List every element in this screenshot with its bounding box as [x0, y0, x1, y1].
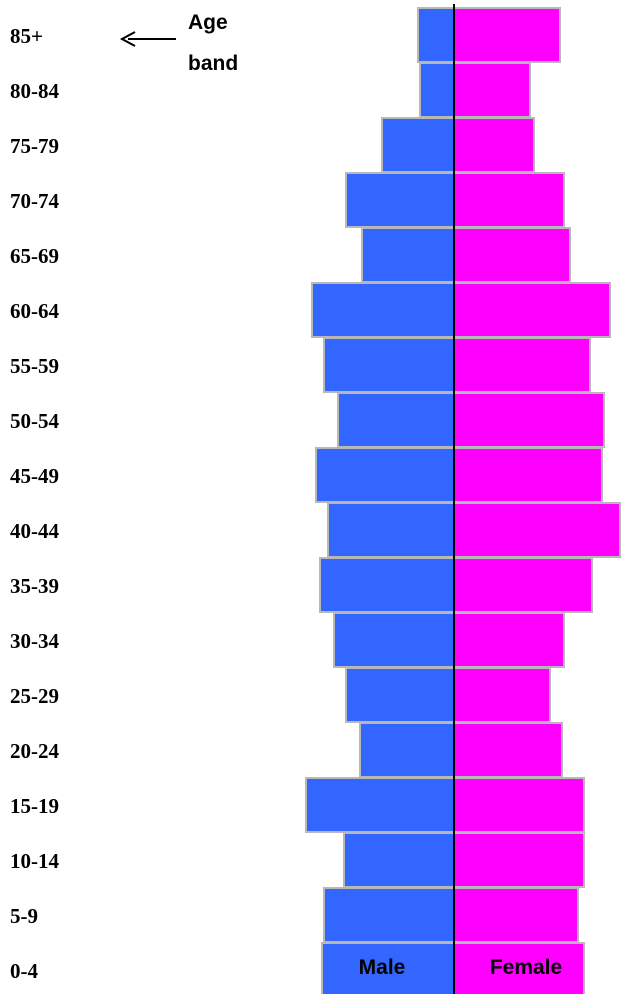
- age-band-label: 25-29: [10, 684, 59, 708]
- age-band-label: 70-74: [10, 189, 59, 213]
- age-band-label: 35-39: [10, 574, 59, 598]
- male-bar: [343, 832, 455, 888]
- annotation-line-1: Age: [188, 11, 228, 34]
- age-band-label: 0-4: [10, 959, 38, 983]
- female-bar: [453, 392, 605, 448]
- female-legend-label: Female: [490, 956, 562, 979]
- age-band-label: 10-14: [10, 849, 59, 873]
- male-bar: [361, 227, 455, 283]
- male-bar: [327, 502, 455, 558]
- female-bar: [453, 667, 551, 723]
- female-bar: [453, 172, 565, 228]
- female-bar: [453, 227, 571, 283]
- female-bar: [453, 337, 591, 393]
- age-band-label: 60-64: [10, 299, 59, 323]
- age-band-label: 40-44: [10, 519, 59, 543]
- age-band-label: 30-34: [10, 629, 59, 653]
- age-band-label: 65-69: [10, 244, 59, 268]
- female-bars: [453, 7, 621, 994]
- female-bar: [453, 447, 603, 503]
- male-bar: [323, 337, 455, 393]
- female-bar: [453, 7, 561, 63]
- female-bar: [453, 282, 611, 338]
- male-bar: [315, 447, 455, 503]
- male-bar: [419, 62, 455, 118]
- age-band-label: 55-59: [10, 354, 59, 378]
- age-band-annotation: Age band: [119, 11, 238, 75]
- female-bar: [453, 887, 579, 943]
- male-bar: [417, 7, 455, 63]
- male-bar: [333, 612, 455, 668]
- annotation-line-2: band: [188, 52, 238, 75]
- male-bars: [305, 7, 455, 994]
- arrow-left-icon: [119, 31, 136, 47]
- age-band-label: 45-49: [10, 464, 59, 488]
- age-band-label: 80-84: [10, 79, 59, 103]
- male-bar: [345, 172, 455, 228]
- male-bar: [311, 282, 455, 338]
- age-band-label: 15-19: [10, 794, 59, 818]
- male-bar: [345, 667, 455, 723]
- male-bar: [321, 942, 455, 994]
- age-band-label: 5-9: [10, 904, 38, 928]
- female-bar: [453, 612, 565, 668]
- age-band-label: 85+: [10, 24, 43, 48]
- female-bar: [453, 557, 593, 613]
- male-bar: [323, 887, 455, 943]
- female-bar: [453, 62, 531, 118]
- male-bar: [381, 117, 455, 173]
- female-bar: [453, 832, 585, 888]
- male-bar: [305, 777, 455, 833]
- male-bar: [319, 557, 455, 613]
- age-band-label: 50-54: [10, 409, 59, 433]
- age-band-label: 20-24: [10, 739, 59, 763]
- female-bar: [453, 502, 621, 558]
- age-band-labels: 85+ 80-84 75-79 70-74 65-69 60-64 55-59 50-54 45…: [10, 24, 59, 983]
- male-bar: [359, 722, 455, 778]
- male-legend-label: Male: [359, 956, 406, 979]
- female-bar: [453, 942, 585, 994]
- female-bar: [453, 722, 563, 778]
- female-bar: [453, 117, 535, 173]
- male-bar: [337, 392, 455, 448]
- age-band-label: 75-79: [10, 134, 59, 158]
- female-bar: [453, 777, 585, 833]
